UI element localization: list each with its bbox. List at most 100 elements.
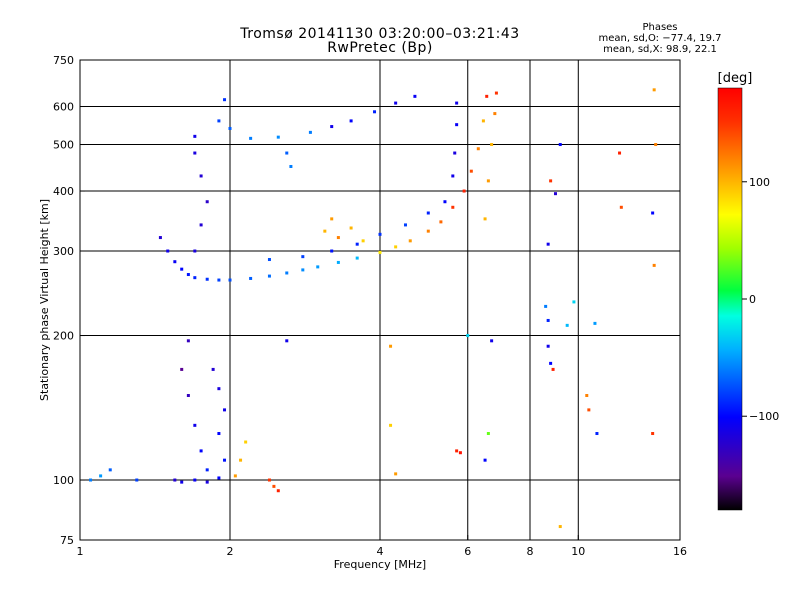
- data-point: [272, 484, 276, 488]
- data-point: [355, 242, 359, 246]
- data-point: [193, 151, 197, 155]
- colorbar: [717, 87, 743, 511]
- data-point: [493, 112, 497, 116]
- data-point: [378, 232, 382, 236]
- x-tick-label: 1: [77, 545, 84, 558]
- y-tick-label: 200: [53, 330, 74, 343]
- data-point: [455, 449, 459, 453]
- data-point: [211, 367, 215, 371]
- y-tick-label: 300: [53, 245, 74, 258]
- data-point: [451, 205, 455, 209]
- data-point: [654, 143, 658, 147]
- data-point: [551, 367, 555, 371]
- colorbar-tick-label: −100: [749, 410, 779, 423]
- data-point: [205, 200, 209, 204]
- data-point: [199, 223, 203, 227]
- data-point: [217, 387, 221, 391]
- data-point: [455, 101, 459, 105]
- data-point: [619, 205, 623, 209]
- data-point: [330, 249, 334, 253]
- data-point: [249, 276, 253, 280]
- data-point: [483, 217, 487, 221]
- data-point: [651, 211, 655, 215]
- data-point: [205, 480, 209, 484]
- data-point: [244, 440, 248, 444]
- data-point: [223, 408, 227, 412]
- colorbar-tick-label: 100: [749, 176, 770, 189]
- data-point: [193, 134, 197, 138]
- y-tick-label: 100: [53, 474, 74, 487]
- data-point: [394, 101, 398, 105]
- data-point: [544, 304, 548, 308]
- data-point: [199, 449, 203, 453]
- data-point: [199, 174, 203, 178]
- data-point: [349, 226, 353, 230]
- data-point: [593, 321, 597, 325]
- data-point: [336, 260, 340, 264]
- data-point: [158, 236, 162, 240]
- data-point: [99, 474, 103, 478]
- phases-o-stats: mean, sd,O: −77.4, 19.7: [598, 33, 722, 44]
- data-point: [233, 474, 237, 478]
- data-point: [462, 189, 466, 193]
- data-point: [394, 245, 398, 249]
- x-tick-label: 10: [571, 545, 585, 558]
- data-point: [549, 361, 553, 365]
- colorbar-ticks: 100 0 −100: [742, 176, 779, 423]
- data-point: [455, 123, 459, 127]
- data-point: [378, 250, 382, 254]
- phases-x-stats: mean, sd,X: 98.9, 22.1: [603, 44, 717, 55]
- data-point: [180, 480, 184, 484]
- data-point: [285, 339, 289, 343]
- data-point: [485, 94, 489, 98]
- data-point: [565, 323, 569, 327]
- x-tick-label: 16: [673, 545, 687, 558]
- data-point: [267, 478, 271, 482]
- phases-heading: Phases: [642, 22, 678, 33]
- title-line-1: Tromsø 20141130 03:20:00–03:21:43: [240, 26, 520, 42]
- x-tick-label: 8: [527, 545, 534, 558]
- data-point: [389, 344, 393, 348]
- data-point: [618, 151, 622, 155]
- data-point: [546, 242, 550, 246]
- data-point: [451, 174, 455, 178]
- data-point: [186, 273, 190, 277]
- data-point: [193, 423, 197, 427]
- data-point: [458, 451, 462, 455]
- x-tick-label: 6: [464, 545, 471, 558]
- data-point: [572, 300, 576, 304]
- x-axis-label: Frequency [MHz]: [334, 558, 426, 571]
- data-point: [549, 179, 553, 183]
- data-point: [173, 478, 177, 482]
- data-point: [476, 147, 480, 151]
- data-point: [166, 249, 170, 253]
- data-point: [408, 239, 412, 243]
- data-point: [595, 432, 599, 436]
- data-point: [585, 394, 589, 398]
- data-point: [483, 458, 487, 462]
- data-point: [217, 278, 221, 282]
- data-point: [180, 367, 184, 371]
- data-point: [276, 489, 280, 493]
- data-point: [180, 267, 184, 271]
- x-tick-labels: 1 2 4 6 8 10 16: [77, 535, 687, 558]
- colorbar-label: [deg]: [718, 71, 753, 86]
- data-point: [373, 110, 377, 114]
- data-point: [135, 478, 139, 482]
- scatter-points: [89, 88, 658, 529]
- data-point: [228, 278, 232, 282]
- data-point: [403, 223, 407, 227]
- data-point: [652, 88, 656, 92]
- data-point: [193, 249, 197, 253]
- data-point: [426, 211, 430, 215]
- data-point: [228, 126, 232, 130]
- x-tick-label: 4: [377, 545, 384, 558]
- data-point: [486, 432, 490, 436]
- y-tick-label: 400: [53, 185, 74, 198]
- data-point: [330, 217, 334, 221]
- data-point: [276, 135, 280, 139]
- data-point: [490, 143, 494, 147]
- y-tick-label: 500: [53, 139, 74, 152]
